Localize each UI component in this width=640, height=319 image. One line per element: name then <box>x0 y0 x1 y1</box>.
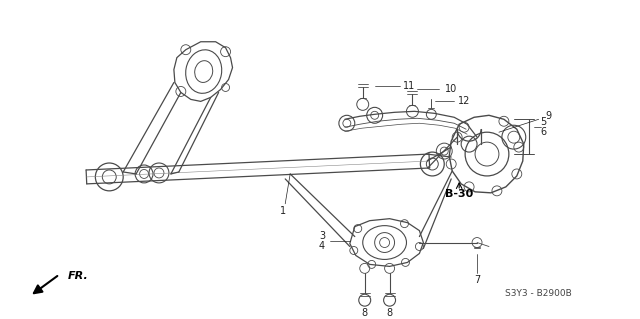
Text: 11: 11 <box>403 81 415 92</box>
Text: 7: 7 <box>474 275 480 285</box>
Text: 6: 6 <box>541 127 547 137</box>
Text: 5: 5 <box>541 117 547 127</box>
Text: 12: 12 <box>458 96 470 106</box>
Text: 10: 10 <box>445 85 458 94</box>
Text: S3Y3 - B2900B: S3Y3 - B2900B <box>506 289 572 298</box>
Text: 1: 1 <box>280 206 286 216</box>
Text: 4: 4 <box>319 241 325 250</box>
Text: 9: 9 <box>545 111 552 121</box>
Text: 8: 8 <box>362 308 368 318</box>
Text: 3: 3 <box>319 231 325 241</box>
Text: 8: 8 <box>387 308 393 318</box>
Text: FR.: FR. <box>68 271 89 281</box>
Text: B-30: B-30 <box>445 189 474 199</box>
